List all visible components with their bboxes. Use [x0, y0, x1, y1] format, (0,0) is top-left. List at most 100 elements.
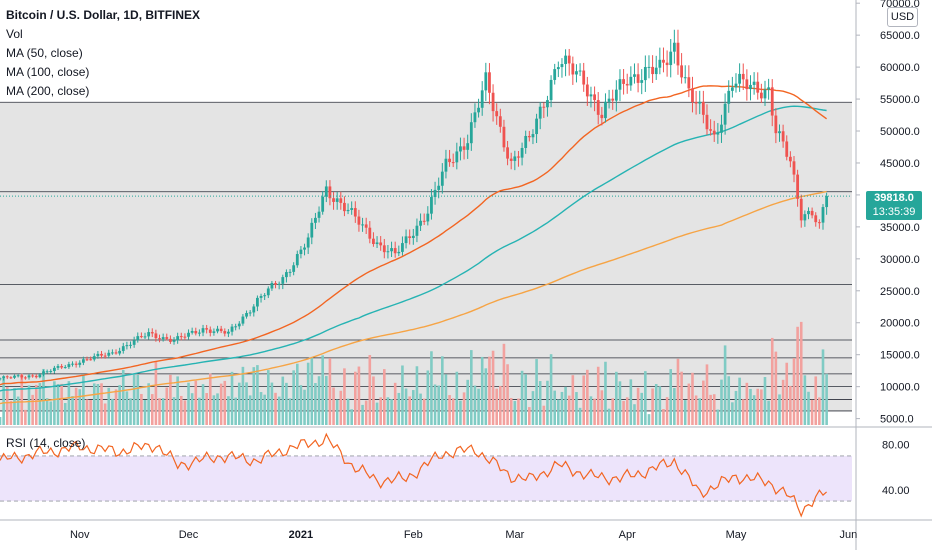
volume-bar	[150, 394, 154, 425]
price-tick-label: 70000.0	[880, 0, 920, 10]
time-tick-label: May	[726, 529, 747, 541]
volume-bar	[346, 398, 350, 425]
candle-body	[306, 237, 310, 248]
candle-body	[778, 131, 781, 134]
volume-bar	[107, 387, 111, 425]
price-tick-label: 50000.0	[880, 126, 920, 138]
candle-body	[480, 90, 484, 108]
legend-ma200[interactable]: MA (200, close)	[6, 84, 90, 98]
candle-body	[705, 114, 709, 130]
candle-body	[625, 83, 629, 86]
volume-bar	[27, 385, 31, 425]
candle-body	[774, 115, 778, 134]
candle-body	[807, 210, 810, 215]
candle-body	[629, 76, 633, 86]
volume-bar	[408, 396, 411, 425]
candle-body	[382, 245, 386, 253]
volume-bar	[357, 366, 361, 425]
volume-bar	[176, 376, 179, 425]
volume-bar	[132, 374, 136, 425]
candle-body	[575, 71, 578, 75]
candle-body	[430, 197, 433, 214]
volume-bar	[234, 397, 237, 425]
candle-body	[350, 208, 354, 210]
volume-bar	[589, 396, 593, 425]
candle-body	[81, 359, 85, 363]
rsi-legend[interactable]: RSI (14, close)	[6, 436, 86, 450]
volume-bar	[49, 401, 53, 425]
volume-bar	[161, 398, 165, 425]
candle-body	[716, 132, 720, 135]
volume-bar	[96, 383, 100, 425]
candle-body	[770, 87, 774, 116]
volume-bar	[426, 370, 430, 425]
candle-body	[364, 224, 368, 228]
volume-bar	[633, 404, 636, 425]
rsi-band	[0, 455, 852, 502]
candle-body	[317, 211, 321, 218]
candle-body	[411, 235, 415, 238]
volume-bar	[770, 337, 774, 425]
candle-body	[212, 331, 216, 333]
chart-legend: Bitcoin / U.S. Dollar, 1D, BITFINEX Vol …	[6, 6, 200, 101]
volume-bar	[709, 394, 712, 425]
candle-body	[484, 72, 488, 91]
legend-vol[interactable]: Vol	[6, 27, 23, 41]
candle-body	[27, 375, 31, 378]
volume-bar	[636, 387, 640, 425]
volume-bar	[593, 398, 596, 425]
currency-badge[interactable]: USD	[887, 7, 918, 27]
candle-body	[796, 174, 800, 199]
volume-bar	[607, 408, 611, 425]
candle-body	[672, 42, 676, 52]
candle-body	[234, 326, 238, 328]
volume-bar	[669, 369, 673, 425]
candle-body	[611, 98, 615, 101]
rsi-tick-label: 80.00	[882, 440, 910, 452]
rsi-pane[interactable]	[0, 432, 852, 518]
volume-bar	[194, 380, 198, 425]
volume-bar	[810, 399, 814, 425]
volume-bar	[321, 355, 324, 425]
candle-body	[324, 186, 328, 197]
volume-bar	[237, 382, 241, 425]
candle-body	[727, 90, 731, 104]
candle-body	[422, 220, 426, 222]
volume-bar	[16, 396, 20, 425]
volume-bar	[368, 355, 372, 425]
candle-body	[96, 353, 100, 357]
volume-bar	[292, 370, 295, 425]
candle-body	[353, 208, 357, 217]
candle-body	[817, 222, 821, 224]
candle-body	[473, 112, 477, 123]
legend-ma100[interactable]: MA (100, close)	[6, 65, 90, 79]
candle-body	[357, 216, 361, 225]
volume-bar	[45, 398, 49, 425]
volume-bar	[542, 405, 546, 425]
candle-body	[730, 87, 734, 91]
candle-body	[125, 345, 129, 347]
candle-body	[227, 331, 230, 334]
candle-body	[654, 67, 658, 75]
candle-body	[618, 79, 622, 90]
volume-bar	[825, 373, 828, 425]
last-price-badge: 39818.0 13:35:39	[866, 191, 922, 220]
volume-bar	[702, 380, 705, 425]
candle-body	[5, 376, 9, 378]
volume-bar	[622, 400, 625, 425]
price-pane[interactable]	[0, 29, 852, 425]
volume-bar	[114, 389, 118, 425]
candle-body	[535, 118, 538, 135]
legend-ma50[interactable]: MA (50, close)	[6, 46, 83, 60]
volume-bar	[397, 392, 401, 425]
symbol-title[interactable]: Bitcoin / U.S. Dollar, 1D, BITFINEX	[6, 8, 201, 22]
volume-bar	[419, 393, 422, 425]
volume-bar	[314, 383, 317, 425]
candle-body	[647, 66, 651, 68]
volume-bar	[143, 399, 147, 425]
candle-body	[219, 328, 223, 332]
volume-bar	[252, 367, 256, 425]
candle-body	[13, 375, 16, 378]
candle-body	[749, 84, 752, 90]
